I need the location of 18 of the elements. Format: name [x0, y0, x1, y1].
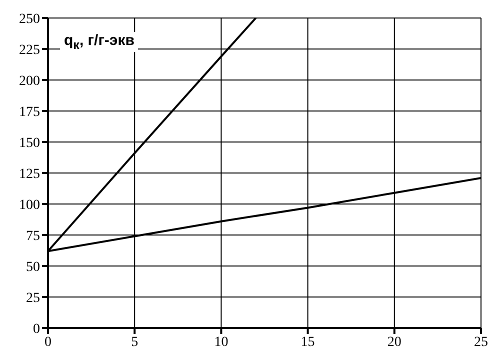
- y-tick-label: 100: [19, 198, 40, 213]
- x-tick-label: 20: [387, 334, 402, 350]
- x-tick-label: 15: [300, 334, 315, 350]
- y-tick-label: 25: [26, 290, 40, 306]
- y-tick-label: 125: [19, 166, 40, 182]
- y-tick-label: 175: [19, 104, 40, 120]
- x-tick-label: 5: [131, 334, 138, 350]
- y-tick-label: 50: [26, 260, 40, 275]
- y-tick-label: 75: [26, 228, 40, 244]
- x-tick-label: 0: [44, 334, 52, 350]
- y-tick-label: 200: [19, 74, 40, 89]
- y-tick-label: 150: [19, 136, 40, 151]
- y-tick-label: 250: [19, 12, 40, 27]
- x-tick-label: 10: [214, 334, 228, 350]
- y-tick-label: 0: [33, 322, 40, 337]
- y-axis-title: q$_{к}$, г/г-экв: [60, 32, 138, 52]
- y-tick-label: 225: [19, 42, 40, 58]
- x-tick-label: 25: [474, 334, 488, 350]
